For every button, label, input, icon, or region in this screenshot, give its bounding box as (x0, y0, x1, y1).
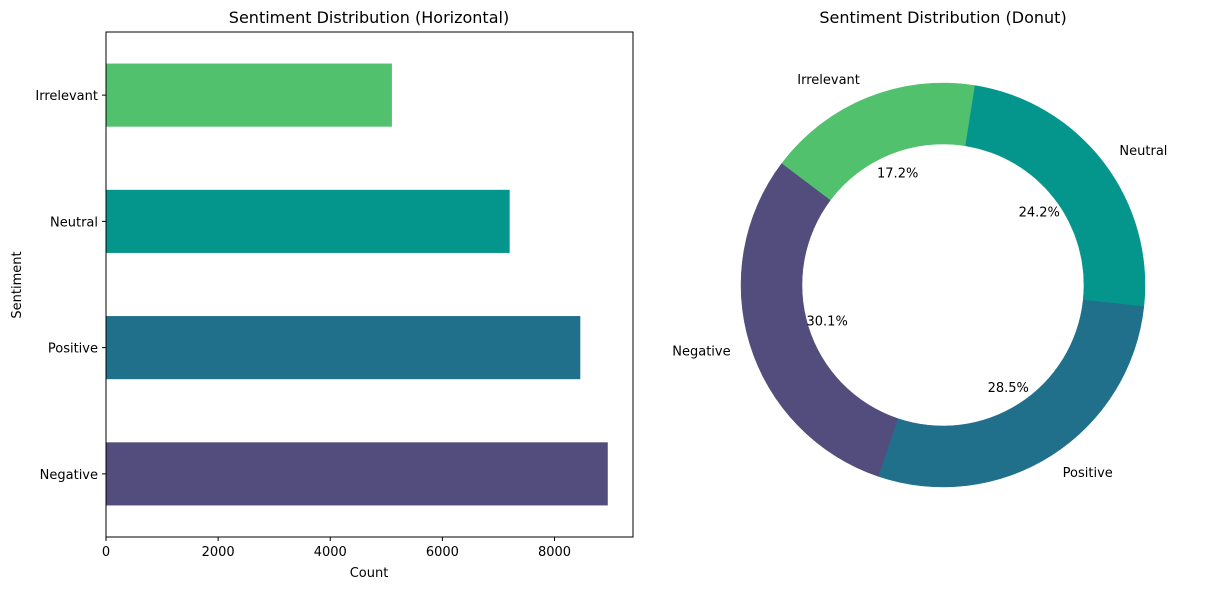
bar-y-ticks: Irrelevant Neutral Positive Negative (35, 89, 106, 483)
donut-slice-irrelevant (781, 82, 975, 201)
donut-label-neutral: Neutral (1119, 144, 1167, 159)
bar-y-axis-label: Sentiment (10, 251, 25, 318)
y-tick-label-neutral: Neutral (50, 215, 98, 230)
x-tick-label-6000: 6000 (426, 545, 459, 560)
donut-slice-positive (877, 299, 1145, 488)
donut-slices (740, 82, 1146, 488)
x-tick-label-2000: 2000 (202, 545, 235, 560)
donut-pct-negative: 30.1% (807, 315, 848, 330)
y-tick-label-positive: Positive (48, 342, 98, 357)
donut-label-irrelevant: Irrelevant (797, 73, 860, 88)
bar-negative (106, 442, 608, 506)
donut-slice-negative (740, 162, 899, 477)
donut-label-positive: Positive (1063, 466, 1113, 481)
donut-pct-positive: 28.5% (988, 381, 1029, 396)
y-tick-label-negative: Negative (40, 468, 98, 483)
bar-chart: Sentiment Distribution (Horizontal) Irre… (10, 8, 634, 581)
donut-chart-title: Sentiment Distribution (Donut) (819, 8, 1066, 27)
bar-marks (106, 63, 608, 506)
bar-irrelevant (106, 63, 392, 127)
bar-x-axis-label: Count (350, 566, 389, 581)
bar-positive (106, 316, 581, 380)
donut-chart: Sentiment Distribution (Donut) Neutral 24… (672, 8, 1167, 488)
donut-pct-neutral: 24.2% (1019, 205, 1060, 220)
bar-plot-frame (105, 31, 634, 538)
x-tick-label-8000: 8000 (538, 545, 571, 560)
bar-x-ticks: 0 2000 4000 6000 8000 (102, 537, 571, 560)
bar-neutral (106, 189, 510, 253)
x-tick-label-0: 0 (102, 545, 110, 560)
y-tick-label-irrelevant: Irrelevant (35, 89, 98, 104)
donut-slice-neutral (964, 85, 1146, 307)
bar-chart-title: Sentiment Distribution (Horizontal) (229, 8, 509, 27)
x-tick-label-4000: 4000 (314, 545, 347, 560)
donut-pct-irrelevant: 17.2% (877, 167, 918, 182)
donut-labels: Neutral 24.2% Positive 28.5% Negative 30.1% Ir… (672, 73, 1167, 481)
donut-label-negative: Negative (672, 344, 730, 359)
